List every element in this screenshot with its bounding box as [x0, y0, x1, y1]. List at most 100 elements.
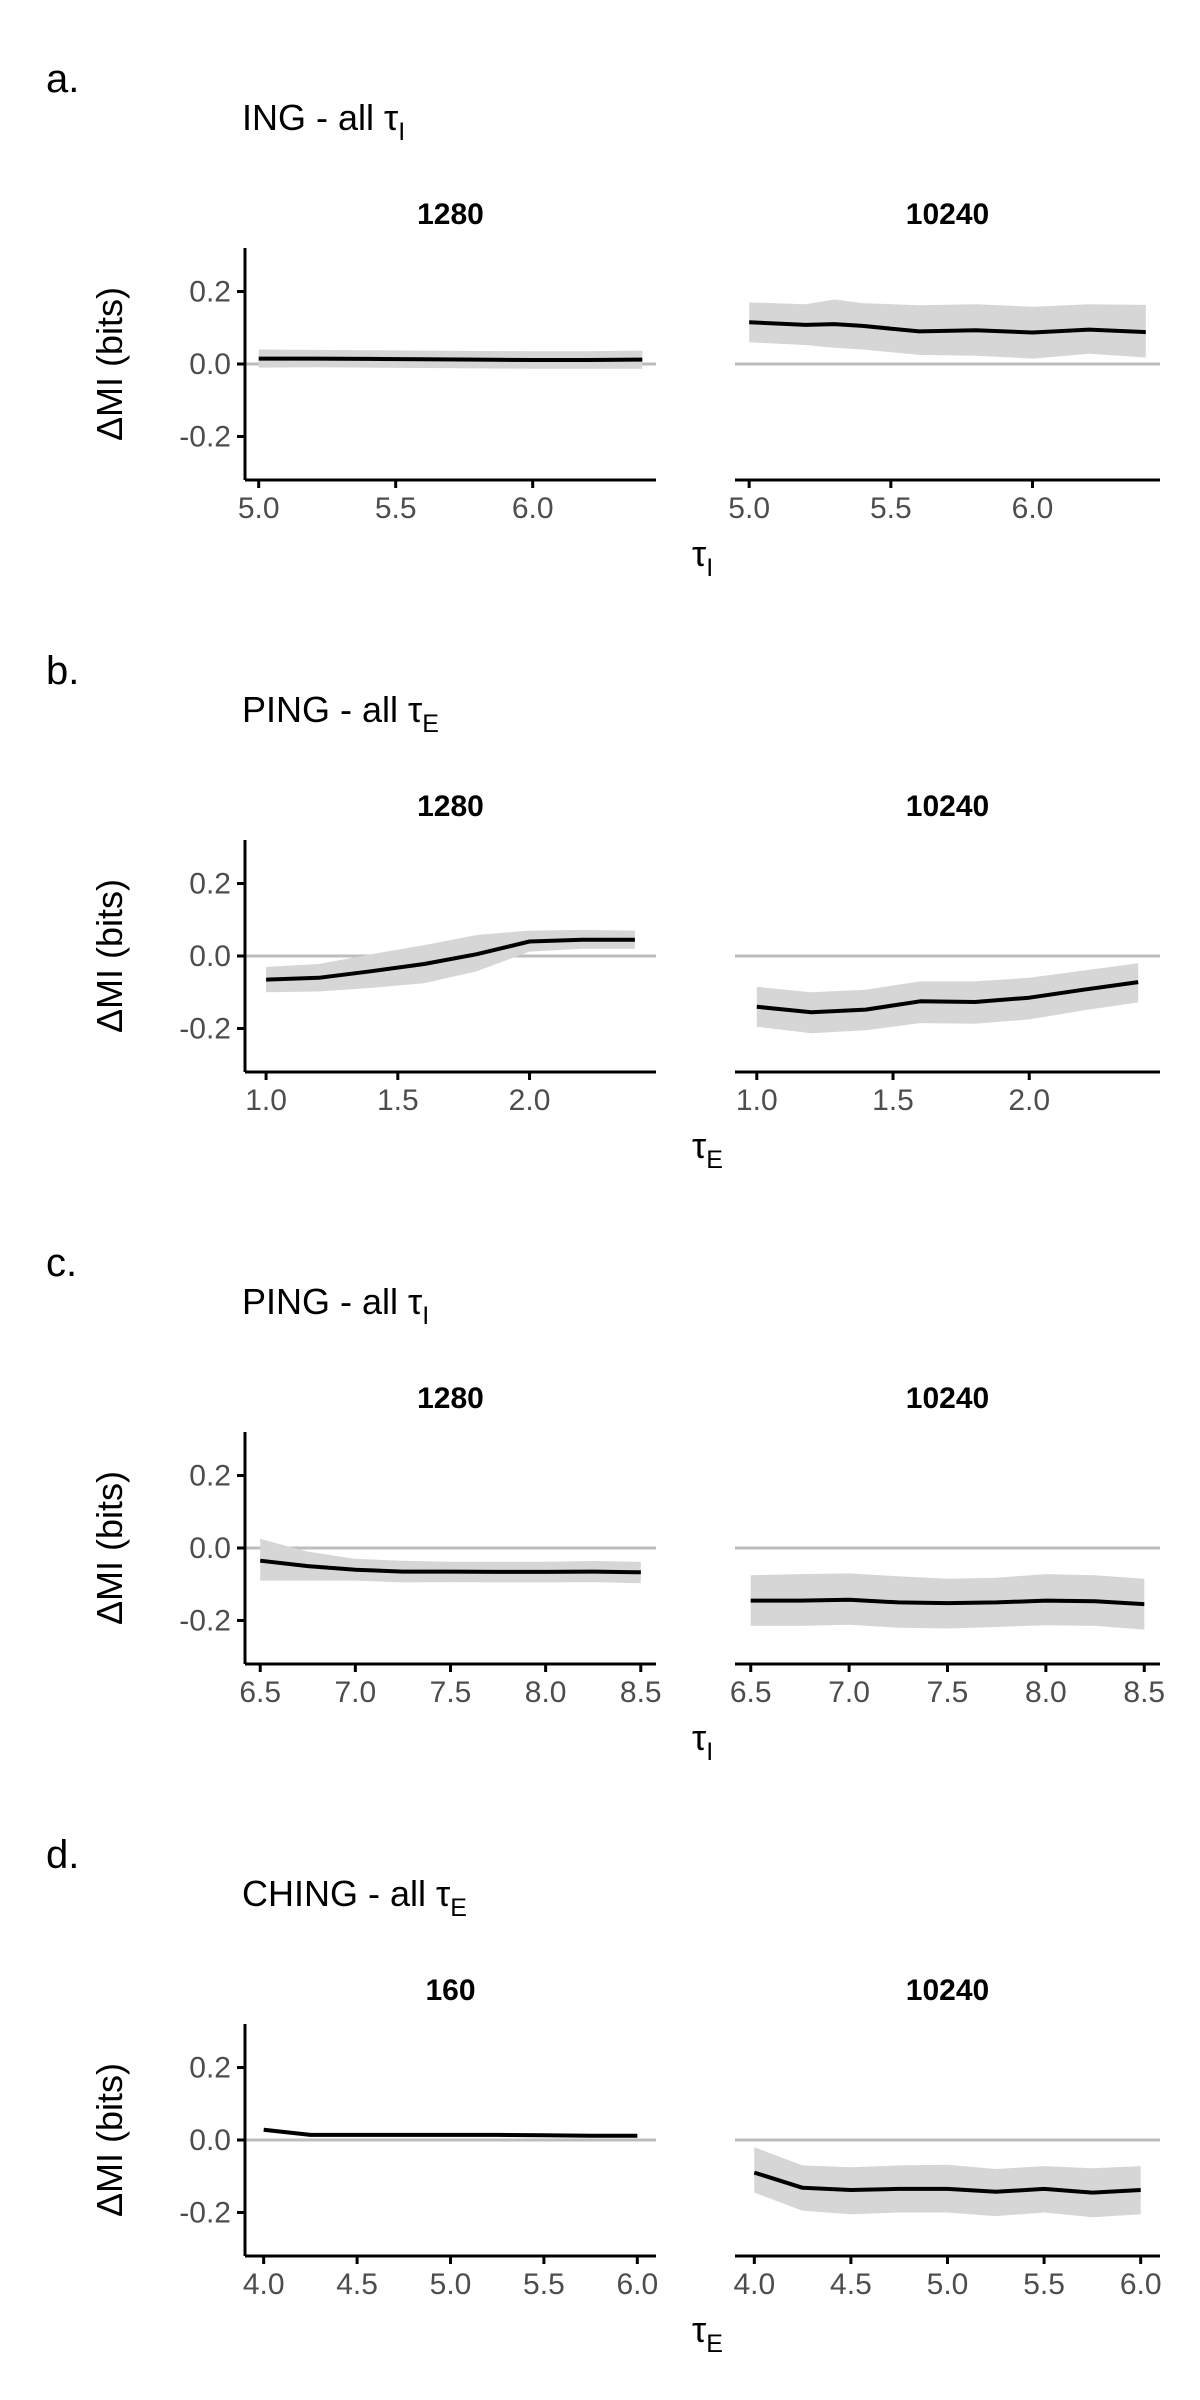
series-line	[750, 1597, 1145, 1607]
x-tick-label: 1.0	[736, 1084, 778, 1117]
x-tick-label: 4.5	[830, 2268, 872, 2301]
x-tick-label: 6.5	[239, 1676, 281, 1709]
facet-1280: 1280 1.0 1.5 2.0 0.2 0.0 -0.2	[179, 790, 656, 1117]
x-tick-label: 5.5	[375, 492, 417, 525]
facet-strip-label: 10240	[906, 1382, 989, 1415]
x-tick-label: 7.0	[335, 1676, 377, 1709]
facet-10240: 10240 4.0 4.5 5.0 5.5 6.0	[733, 1974, 1161, 2301]
panel-title: CHING - all τE	[242, 1873, 467, 1922]
panel-c: c. ΔMI (bits) 1280 6.5 7.0 7.5 8.0 8.5 0.2 0.0 -0.…	[46, 1241, 1165, 1709]
facet-strip-label: 10240	[906, 790, 989, 823]
y-axis-label: ΔMI (bits)	[89, 2063, 130, 2217]
x-axis-label-subscript: E	[706, 2330, 723, 2358]
x-axis-label-main: τ	[692, 1717, 706, 1758]
x-tick-label: 1.5	[377, 1084, 419, 1117]
panel-label: a.	[46, 57, 79, 101]
x-axis-label: τI	[692, 1717, 713, 1766]
y-tick-label: -0.2	[179, 1605, 231, 1638]
x-tick-label: 2.0	[1008, 1084, 1050, 1117]
x-tick-label: 7.0	[828, 1676, 870, 1709]
x-tick-label: 6.0	[1012, 492, 1054, 525]
x-tick-label: 8.0	[525, 1676, 567, 1709]
panel-title-main: ING - all τ	[242, 97, 398, 138]
x-tick-label: 7.5	[927, 1676, 969, 1709]
x-tick-label: 1.5	[872, 1084, 914, 1117]
x-tick-label: 5.5	[1023, 2268, 1065, 2301]
x-tick-label: 8.5	[620, 1676, 662, 1709]
x-tick-label: 6.0	[512, 492, 554, 525]
y-tick-label: -0.2	[179, 2197, 231, 2230]
panel-title-subscript: E	[450, 1894, 467, 1922]
x-tick-label: 5.5	[870, 492, 912, 525]
series-line	[753, 2170, 1141, 2195]
x-tick-label: 6.5	[730, 1676, 772, 1709]
x-tick-label: 8.5	[1123, 1676, 1165, 1709]
facet-strip-label: 1280	[417, 790, 484, 823]
facet-1280: 1280 5.0 5.5 6.0 0.2 0.0 -0.2	[179, 198, 656, 525]
x-tick-label: 5.5	[523, 2268, 565, 2301]
confidence-band	[756, 963, 1139, 1034]
panel-title: PING - all τI	[242, 1281, 429, 1330]
x-axis-label: τE	[692, 2309, 723, 2358]
facet-10240: 10240 5.0 5.5 6.0	[728, 198, 1160, 525]
x-tick-label: 4.0	[733, 2268, 775, 2301]
x-tick-label: 5.0	[728, 492, 770, 525]
panel-label: c.	[46, 1241, 77, 1285]
y-tick-label: 0.2	[189, 1460, 231, 1493]
y-axis-label: ΔMI (bits)	[89, 287, 130, 441]
x-tick-label: 4.0	[243, 2268, 285, 2301]
y-tick-label: 0.0	[189, 348, 231, 381]
panel-title: PING - all τE	[242, 689, 439, 738]
y-tick-label: 0.2	[189, 2052, 231, 2085]
panel-label: b.	[46, 649, 79, 693]
series-line	[263, 2127, 638, 2138]
facet-strip-label: 10240	[906, 1974, 989, 2007]
confidence-band	[754, 2147, 1141, 2218]
facet-10240: 10240 6.5 7.0 7.5 8.0 8.5	[730, 1382, 1165, 1709]
panel-d: d. ΔMI (bits) 160 4.0 4.5 5.0 5.5 6.0 0.2 0.0 -0.2…	[46, 1833, 1162, 2301]
series-line	[749, 320, 1146, 335]
x-axis-label-subscript: E	[706, 1146, 723, 1174]
series-line	[266, 937, 635, 982]
panel-title-subscript: I	[398, 118, 405, 146]
x-tick-label: 6.0	[616, 2268, 658, 2301]
panel-title-main: CHING - all τ	[242, 1873, 450, 1914]
facet-160: 160 4.0 4.5 5.0 5.5 6.0 0.2 0.0 -0.2	[179, 1974, 658, 2301]
y-tick-label: -0.2	[179, 1013, 231, 1046]
x-tick-label: 2.0	[509, 1084, 551, 1117]
x-axis-label-subscript: I	[706, 554, 713, 582]
series-line	[259, 1558, 641, 1575]
facet-10240: 10240 1.0 1.5 2.0	[735, 790, 1160, 1117]
facet-strip-label: 1280	[417, 1382, 484, 1415]
panel-title-subscript: E	[422, 710, 439, 738]
y-axis-label: ΔMI (bits)	[89, 1471, 130, 1625]
facet-strip-label: 1280	[417, 198, 484, 231]
x-tick-label: 5.0	[927, 2268, 969, 2301]
x-tick-label: 6.0	[1120, 2268, 1162, 2301]
y-tick-label: 0.0	[189, 1532, 231, 1565]
x-axis-label-subscript: I	[706, 1738, 713, 1766]
x-tick-label: 8.0	[1025, 1676, 1067, 1709]
confidence-band	[260, 1538, 641, 1584]
y-axis-label: ΔMI (bits)	[89, 879, 130, 1033]
series-line	[258, 356, 643, 362]
facet-strip-label: 160	[425, 1974, 475, 2007]
x-tick-label: 4.5	[336, 2268, 378, 2301]
x-axis-label-main: τ	[692, 2309, 706, 2350]
y-tick-label: 0.2	[189, 868, 231, 901]
facet-1280: 1280 6.5 7.0 7.5 8.0 8.5 0.2 0.0 -0.2	[179, 1382, 661, 1709]
y-tick-label: 0.0	[189, 2124, 231, 2157]
series-line	[756, 980, 1139, 1015]
panel-title-main: PING - all τ	[242, 1281, 422, 1322]
y-tick-label: 0.0	[189, 940, 231, 973]
x-axis-label: τE	[692, 1125, 723, 1174]
x-tick-label: 5.0	[238, 492, 280, 525]
x-axis-label-main: τ	[692, 533, 706, 574]
x-tick-label: 7.5	[430, 1676, 472, 1709]
panel-label: d.	[46, 1833, 79, 1877]
x-tick-label: 1.0	[245, 1084, 287, 1117]
x-tick-label: 5.0	[430, 2268, 472, 2301]
panel-title-subscript: I	[422, 1302, 429, 1330]
panel-title-main: PING - all τ	[242, 689, 422, 730]
